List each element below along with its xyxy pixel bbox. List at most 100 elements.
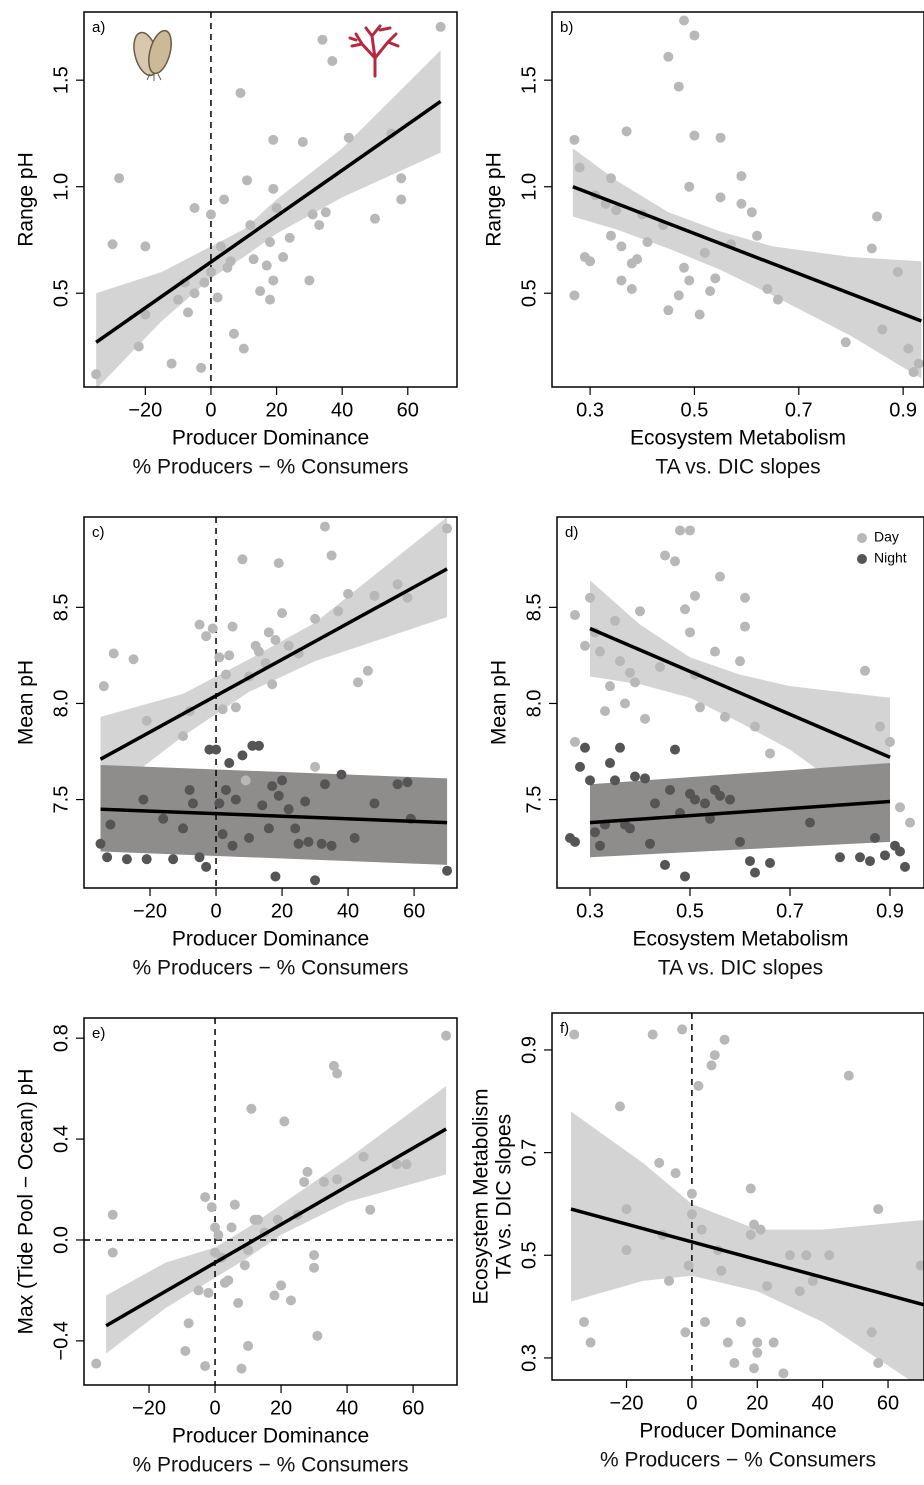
x-axis-label: Producer Dominance xyxy=(172,1425,369,1448)
point xyxy=(679,262,689,273)
point xyxy=(873,1358,884,1369)
y-axis-label: Range pH xyxy=(483,152,506,247)
point xyxy=(654,1157,665,1168)
point xyxy=(755,1224,766,1235)
point xyxy=(642,237,653,248)
point xyxy=(227,621,238,632)
point xyxy=(616,275,627,286)
point xyxy=(128,654,139,665)
point xyxy=(660,859,670,870)
plot-frame xyxy=(83,11,458,388)
point xyxy=(326,550,337,561)
point xyxy=(694,309,705,320)
point xyxy=(98,681,109,692)
point xyxy=(352,677,363,688)
point xyxy=(640,713,650,724)
point xyxy=(214,798,225,809)
point xyxy=(794,1286,805,1297)
point xyxy=(843,1070,854,1081)
legend-marker xyxy=(857,533,867,543)
point xyxy=(307,209,318,220)
point xyxy=(220,784,231,795)
point xyxy=(166,358,177,369)
point xyxy=(187,798,198,809)
plot-area xyxy=(569,15,924,379)
point xyxy=(866,1327,877,1338)
x-tick-label: 0 xyxy=(209,1397,220,1419)
x-tick-label: 0.5 xyxy=(676,900,704,922)
point xyxy=(772,294,783,305)
point xyxy=(875,721,885,732)
x-tick-label: 20 xyxy=(265,399,287,421)
point xyxy=(824,1250,835,1261)
point xyxy=(621,126,632,137)
point xyxy=(677,1024,688,1035)
confidence-band xyxy=(590,580,890,823)
point xyxy=(219,194,230,205)
point xyxy=(141,854,152,865)
point xyxy=(316,838,327,849)
point xyxy=(284,232,295,243)
point xyxy=(605,681,615,692)
point xyxy=(200,1192,211,1203)
point xyxy=(212,292,223,303)
point xyxy=(201,631,212,642)
point xyxy=(660,550,670,561)
y-tick-label: 0.8 xyxy=(50,1024,72,1052)
x-tick-label: 60 xyxy=(877,1392,899,1414)
point xyxy=(778,1368,789,1379)
point xyxy=(217,704,228,715)
point xyxy=(278,252,289,263)
point xyxy=(140,309,151,320)
point xyxy=(138,794,149,805)
point xyxy=(765,858,775,869)
point xyxy=(336,769,347,780)
point xyxy=(892,266,903,277)
point xyxy=(655,661,665,672)
point xyxy=(244,833,255,844)
point xyxy=(402,592,413,603)
point xyxy=(319,521,330,532)
point xyxy=(442,523,453,534)
point xyxy=(309,1250,320,1261)
point xyxy=(749,1363,760,1374)
point xyxy=(611,205,622,216)
point xyxy=(312,1330,323,1341)
point xyxy=(915,1260,924,1271)
panel: −20 0 20 40 60 0.3 0.5 0.7 0.9 Producer Dominance… xyxy=(470,1012,924,1472)
point xyxy=(632,254,643,265)
point xyxy=(402,777,413,788)
x-tick-label: −20 xyxy=(610,1392,644,1414)
point xyxy=(225,256,236,267)
point xyxy=(805,817,815,828)
point xyxy=(243,1245,254,1256)
point xyxy=(768,1337,779,1348)
point xyxy=(736,198,747,209)
point xyxy=(650,798,660,809)
point xyxy=(616,241,627,252)
x-axis-label: Ecosystem Metabolism xyxy=(630,427,846,450)
point xyxy=(310,761,321,772)
legend-marker xyxy=(857,554,867,564)
point xyxy=(317,34,328,45)
point xyxy=(272,1214,283,1225)
point xyxy=(905,817,915,828)
x-axis-label: Producer Dominance xyxy=(172,427,369,450)
point xyxy=(230,702,241,713)
point xyxy=(570,836,580,847)
point xyxy=(268,134,279,145)
point xyxy=(214,652,225,663)
point xyxy=(625,667,635,678)
point xyxy=(620,698,630,709)
y-axis-label-2: TA vs. DIC slopes xyxy=(493,1114,516,1279)
point xyxy=(765,748,775,759)
x-tick-label: 20 xyxy=(270,1397,292,1419)
panel-label: f) xyxy=(560,1020,569,1037)
point xyxy=(253,646,264,657)
point xyxy=(369,798,380,809)
point xyxy=(762,1281,773,1292)
point xyxy=(238,343,249,354)
point xyxy=(201,861,212,872)
